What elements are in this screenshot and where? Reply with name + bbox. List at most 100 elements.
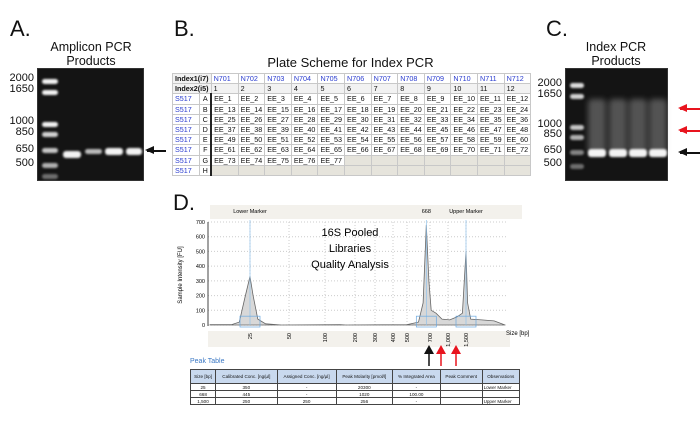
black-arrow-icon <box>678 149 700 155</box>
peak-table-cell <box>439 383 483 391</box>
y-tick-label: 0 <box>202 323 205 329</box>
peak-table-row: 668 445-1020 100.00 <box>189 390 521 398</box>
y-tick-label: 200 <box>196 294 205 300</box>
peak-table-column-header: Peak Comment <box>439 369 483 384</box>
red-arrow-icon <box>436 345 446 366</box>
panel-d-label: D. <box>173 190 195 215</box>
peak-table-cell: - <box>276 390 337 398</box>
ladder-label: 2000 <box>9 72 34 84</box>
ladder-label: 2000 <box>537 77 562 89</box>
column-header-row: Index2(i5) 1 2 3 4 5 6 7 8 9 10 11 12 <box>172 83 532 95</box>
peak-table-cell: 100.00 <box>392 390 441 398</box>
ladder-label: 650 <box>543 144 562 156</box>
peak-table-cell: 350 <box>215 383 278 391</box>
y-tick-label: 600 <box>196 235 205 241</box>
ladder-label: 1650 <box>9 83 34 95</box>
x-tick-label: 300 <box>373 333 379 342</box>
peak-table-cell: - <box>392 397 441 405</box>
peak-table-cell <box>439 397 483 405</box>
red-arrow-icon <box>678 105 700 111</box>
peak-region <box>239 315 261 328</box>
peak-table-cell: - <box>276 383 337 391</box>
peak-label: Upper Marker <box>449 209 483 215</box>
ladder-label: 500 <box>15 157 34 169</box>
x-tick-label: 200 <box>353 333 359 342</box>
plate-row: S517 B EE_13 EE_14 EE_15 EE_16 EE_17 EE_18 EE_19… <box>171 103 532 115</box>
peak-table-cell: Upper Marker <box>481 397 521 405</box>
peak-table-cell <box>481 390 521 398</box>
panel-a-label: A. <box>10 16 31 41</box>
panel-b-label: B. <box>174 16 195 41</box>
peak-table-cell: 20300 <box>335 383 394 391</box>
x-tick-label: 1,500 <box>464 333 470 347</box>
x-tick-label: 400 <box>391 333 397 342</box>
x-axis-label: Size [bp] <box>506 331 530 337</box>
ladder-label: 850 <box>15 126 34 138</box>
peak-table-cell: 445 <box>215 390 278 398</box>
i7-header-row: Index1(i7) N701 N702 N703 N704 N705 N706 N707 N7… <box>172 72 532 85</box>
y-tick-label: 100 <box>196 308 205 314</box>
peak-table-cell: 250 <box>215 397 278 405</box>
plate-row: S517 F EE_61 EE_62 EE_63 EE_64 EE_65 EE_66 EE_67… <box>171 144 532 156</box>
plate-row: S517 A EE_1 EE_2 EE_3 EE_4 EE_5 EE_6 EE_7 EE_8 EE_… <box>171 93 532 105</box>
peak-table-cell: 250 <box>276 397 337 405</box>
peak-table-column-header: % Integrated Area <box>392 369 441 384</box>
peak-table-cell: 256 <box>335 397 394 405</box>
peak-table-cell: 1020 <box>335 390 394 398</box>
panel-a-title: Amplicon PCR Products <box>35 40 147 68</box>
amplicon-band-arrow-icon <box>145 147 166 153</box>
peak-table-column-header: Observations <box>481 369 521 384</box>
x-tick-label: 50 <box>287 333 293 339</box>
title-line: Products <box>591 54 641 68</box>
plate-scheme-table: Index1(i7) N701 N702 N703 N704 N705 N706 N707 N7… <box>171 72 532 176</box>
peak-table-cell: 25 <box>189 383 217 391</box>
i5-index: S517 <box>171 164 201 176</box>
plate-row: S517 H <box>171 164 532 176</box>
plate-scheme-title: Plate Scheme for Index PCR <box>267 55 434 70</box>
peak-table-title: Peak Table <box>190 358 225 365</box>
ladder-label: 1000 <box>9 115 34 127</box>
title-line: Index PCR <box>585 40 647 54</box>
peak-table-cell: 1,500 <box>189 397 217 405</box>
annotation-line: Libraries <box>329 243 372 255</box>
peak-table-cell: 668 <box>189 390 217 398</box>
title-line: Amplicon PCR <box>50 40 132 54</box>
peak-label: 668 <box>422 209 431 215</box>
x-tick-label: 500 <box>405 333 411 342</box>
title-line: Products <box>66 54 116 68</box>
red-arrow-icon <box>451 345 461 366</box>
trace-line <box>209 224 506 326</box>
plate-well <box>503 164 532 176</box>
peak-region <box>415 315 437 328</box>
annotation-line: Quality Analysis <box>311 259 389 271</box>
ladder-label: 1000 <box>537 118 562 130</box>
peak-label: Lower Marker <box>233 209 267 215</box>
x-tick-label: 100 <box>323 333 329 342</box>
peak-table-cell: Lower Marker <box>481 383 521 391</box>
peak-table-row: 1,500 250 250 256- Upper Marker <box>189 397 521 405</box>
y-tick-label: 700 <box>196 220 205 226</box>
peak-table-column-header: Assigned Conc. [ng/µl] <box>276 369 337 384</box>
ladder-label: 850 <box>543 128 562 140</box>
y-tick-label: 400 <box>196 264 205 270</box>
ladder-label: 650 <box>15 143 34 155</box>
black-arrow-icon <box>424 345 434 366</box>
peak-table: Size [bp] Calibrated Conc. [ng/µl] Assigne… <box>189 369 521 405</box>
peak-table-column-header: Size [bp] <box>189 369 217 384</box>
plate-well <box>210 164 239 176</box>
gel-image-a <box>37 68 144 181</box>
plate-row: S517 E EE_49 EE_50 EE_51 EE_52 EE_53 EE_54 EE_55… <box>171 134 532 146</box>
annotation-line: 16S Pooled <box>322 227 379 239</box>
peak-table-row: 25 350-20300- Lower Marker <box>189 383 521 391</box>
x-tick-label: 700 <box>428 333 434 342</box>
y-tick-label: 300 <box>196 279 205 285</box>
peak-table-cell: - <box>392 383 441 391</box>
x-axis-strip <box>208 331 510 347</box>
peak-region <box>455 315 477 328</box>
peak-table-header: Size [bp] Calibrated Conc. [ng/µl] Assigne… <box>189 369 521 384</box>
red-arrow-icon <box>678 127 700 133</box>
ladder-label: 500 <box>543 157 562 169</box>
peak-table-column-header: Peak Molarity [pmol/l] <box>335 369 394 384</box>
y-tick-label: 500 <box>196 249 205 255</box>
x-tick-label: 1,000 <box>446 333 452 347</box>
